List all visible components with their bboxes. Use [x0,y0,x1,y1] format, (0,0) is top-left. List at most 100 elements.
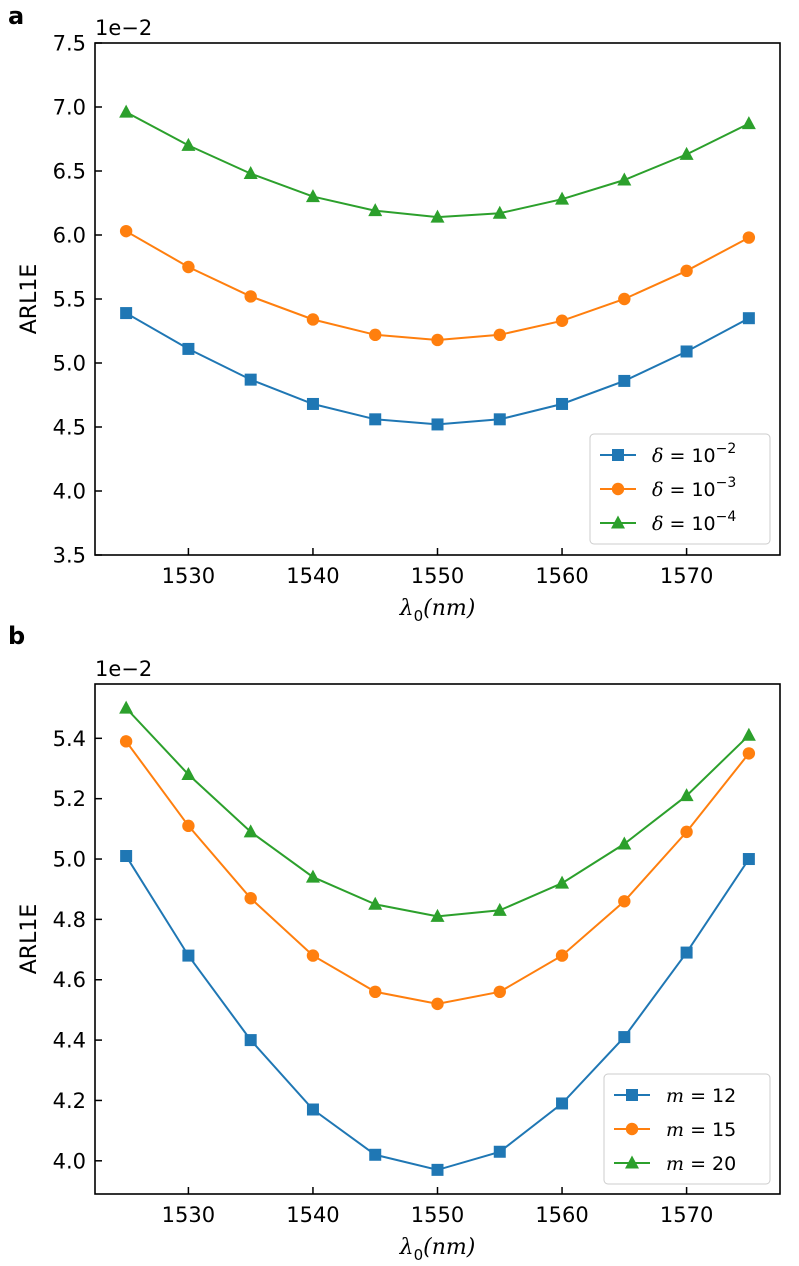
data-point [368,896,383,910]
data-point [618,1031,631,1044]
legend-base: 10 [691,479,715,501]
y-tick-label: 6.0 [53,224,86,248]
data-point [431,1163,444,1176]
y-tick-label: 5.0 [53,848,86,872]
legend-eq: = [684,1119,712,1141]
series-line [125,707,750,918]
legend-entry: m = 15 [666,1119,736,1141]
y-axis-label: ARL1E [17,264,42,335]
data-point [119,735,133,748]
series-line [125,111,750,219]
legend-eq: = [663,445,691,467]
data-point [182,342,195,355]
legend-entry: m = 20 [666,1153,736,1175]
data-point [243,824,258,838]
legend-entry: δ = 10−3 [652,475,736,501]
x-axis-label: λ0(nm) [399,1235,476,1264]
legend-marker [611,482,625,496]
legend-base: 15 [712,1119,736,1141]
series-line [125,312,750,426]
data-point [430,209,445,223]
y-tick-label: 4.0 [53,480,86,504]
data-point [742,312,755,325]
series-2 [119,104,756,223]
x-tick-label: 1550 [411,1203,464,1227]
data-point [680,825,693,839]
legend-var: m [666,1153,684,1175]
data-point [244,373,257,386]
legend-eq: = [684,1153,712,1175]
x-tick-label: 1560 [535,1203,588,1227]
x-axis-label: λ0(nm) [399,596,476,625]
data-point [306,397,319,410]
data-point [492,205,507,219]
y-tick-label: 4.0 [53,1149,86,1173]
x-tick-label: 1560 [535,564,588,588]
legend-base: 20 [712,1153,736,1175]
legend-box [589,433,771,545]
data-point [305,189,320,203]
y-tick-label: 4.6 [53,968,86,992]
legend-base: 12 [712,1085,736,1107]
y-tick-label: 5.0 [53,352,86,376]
legend-var: δ [652,445,663,467]
legend-base: 10 [691,445,715,467]
y-tick-label: 4.8 [53,908,86,932]
panel-label: b [8,622,25,650]
x-axis-label-subscript: 0 [414,1246,424,1264]
plot-frame [94,683,781,1195]
legend-marker [625,1122,639,1136]
data-point [493,1145,506,1158]
data-point [618,374,631,387]
series-1 [119,224,756,347]
data-point [182,949,195,962]
axis-scale-label: 1e−2 [95,657,152,681]
data-point [617,172,632,186]
legend-exp: −3 [716,475,737,491]
data-point [182,260,195,274]
panel-label: a [8,2,24,30]
legend-var: m [666,1085,684,1107]
data-point [618,895,631,908]
x-tick-label: 1530 [162,1203,215,1227]
data-point [493,328,506,342]
series-0 [120,850,755,1176]
data-point [244,290,257,303]
legend-base: 10 [691,513,715,535]
data-point [618,292,631,306]
data-point [742,853,755,866]
data-point [120,307,133,320]
data-point [369,985,382,999]
y-tick-label: 3.5 [53,544,86,568]
chart-panel-b: b 1e−2 1530 1540 1550 1560 1570 4.0 4.2 4.4 4.6 4.8… [8,622,781,1264]
data-point [680,946,693,959]
data-point [181,767,196,781]
series-0 [120,307,755,431]
legend-eq: = [663,479,691,501]
data-point [555,875,570,889]
data-point [742,747,756,760]
data-point [556,1097,569,1110]
data-point [181,137,196,151]
data-point [431,333,444,347]
data-point [430,908,445,922]
data-point [120,850,133,863]
y-tick-label: 4.2 [53,1089,86,1113]
legend-entry: δ = 10−2 [652,441,736,467]
x-tick-label: 1530 [162,564,215,588]
legend-entry: m = 12 [666,1085,736,1107]
data-point [555,314,569,327]
data-point [119,700,134,714]
series-2 [119,700,756,922]
x-tick-label: 1570 [660,564,713,588]
data-point [244,892,257,905]
data-point [680,264,693,278]
x-tick-label: 1570 [660,1203,713,1227]
legend: m = 12m = 15m = 20 [603,1073,771,1185]
data-point [679,788,694,802]
chart-panel-a: a 1e−2 1530 1540 1550 1560 1570 3.5 4.0 4.5 5.0 5.5… [8,2,781,625]
legend-marker [626,1089,638,1101]
x-axis-label-unit: (nm) [423,596,475,621]
data-point [306,1103,319,1116]
